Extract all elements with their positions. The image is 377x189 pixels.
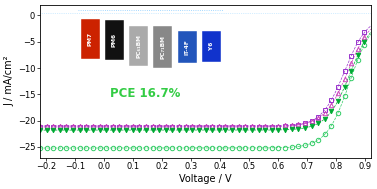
Text: PCE 16.7%: PCE 16.7%	[110, 87, 180, 100]
X-axis label: Voltage / V: Voltage / V	[179, 174, 231, 184]
Y-axis label: J / mA/cm²: J / mA/cm²	[5, 56, 15, 106]
